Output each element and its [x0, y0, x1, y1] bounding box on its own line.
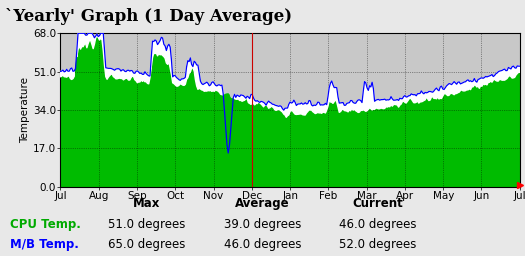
Text: 65.0 degrees: 65.0 degrees: [108, 238, 186, 251]
Text: 52.0 degrees: 52.0 degrees: [339, 238, 417, 251]
Text: 39.0 degrees: 39.0 degrees: [224, 218, 301, 231]
Text: Current: Current: [353, 197, 403, 210]
Text: 51.0 degrees: 51.0 degrees: [108, 218, 186, 231]
Text: CPU Temp.: CPU Temp.: [10, 218, 81, 231]
Text: `Yearly' Graph (1 Day Average): `Yearly' Graph (1 Day Average): [5, 8, 292, 25]
Text: 46.0 degrees: 46.0 degrees: [339, 218, 417, 231]
Y-axis label: Temperature: Temperature: [20, 77, 30, 143]
Text: 46.0 degrees: 46.0 degrees: [224, 238, 301, 251]
Text: Max: Max: [133, 197, 161, 210]
Text: M/B Temp.: M/B Temp.: [10, 238, 79, 251]
Text: Average: Average: [235, 197, 290, 210]
